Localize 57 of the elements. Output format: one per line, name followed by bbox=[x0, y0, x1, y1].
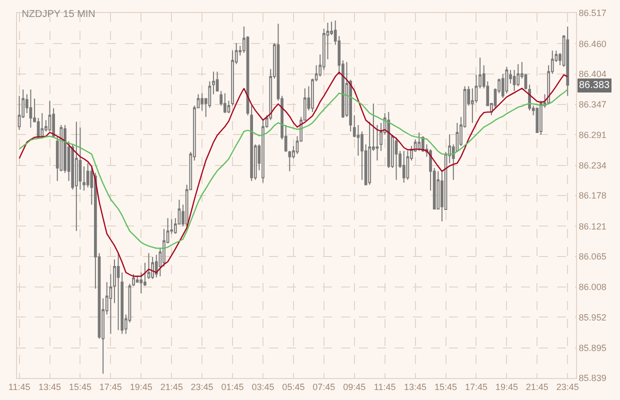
y-tick-label: 86.347 bbox=[578, 100, 606, 110]
x-tick-label: 11:45 bbox=[8, 382, 30, 392]
candlestick bbox=[212, 71, 215, 95]
candlestick bbox=[74, 121, 78, 232]
y-tick-label: 86.008 bbox=[578, 282, 606, 292]
chart-title: NZDJPY 15 MIN bbox=[22, 9, 96, 20]
candlestick bbox=[40, 112, 44, 138]
x-tick-label: 15:45 bbox=[434, 382, 458, 392]
y-tick-label: 86.404 bbox=[578, 68, 606, 79]
candlestick bbox=[132, 274, 135, 286]
x-tick-label: 03:45 bbox=[252, 382, 274, 392]
candlestick bbox=[147, 252, 150, 280]
candlestick bbox=[516, 64, 520, 87]
candlestick bbox=[406, 150, 410, 180]
candlestick bbox=[116, 252, 120, 331]
candlestick bbox=[216, 71, 219, 92]
x-tick-label: 23:45 bbox=[556, 382, 579, 392]
y-tick-label: 85.895 bbox=[578, 343, 606, 353]
line-series bbox=[18, 72, 568, 277]
y-tick-label: 86.517 bbox=[578, 8, 606, 18]
y-tick-label: 86.065 bbox=[578, 251, 606, 262]
x-tick-label: 05:45 bbox=[282, 382, 305, 392]
x-tick-label: 19:45 bbox=[495, 382, 518, 392]
x-tick-label: 11:45 bbox=[374, 382, 396, 392]
candlestick bbox=[394, 136, 398, 180]
y-tick-label: 86.460 bbox=[578, 38, 606, 49]
y-tick-label: 86.234 bbox=[578, 160, 606, 170]
y-tick-label: 85.952 bbox=[578, 312, 606, 322]
x-tick-label: 01:45 bbox=[221, 382, 244, 392]
candlestick bbox=[82, 166, 86, 192]
candlestick bbox=[387, 112, 390, 169]
candlestick bbox=[151, 256, 154, 280]
x-tick-label: 13:45 bbox=[404, 382, 427, 392]
y-tick-label: 86.178 bbox=[578, 190, 606, 201]
line-series bbox=[18, 88, 568, 249]
x-tick-label: 17:45 bbox=[464, 382, 488, 392]
annotation: 86.383 bbox=[579, 80, 610, 91]
candlestick bbox=[29, 88, 32, 128]
x-tick-label: 23:45 bbox=[190, 382, 214, 392]
y-tick-label: 86.121 bbox=[578, 221, 606, 232]
candlestick bbox=[262, 120, 264, 184]
x-tick-label: 13:45 bbox=[38, 382, 62, 392]
x-tick-label: 09:45 bbox=[343, 382, 366, 392]
candlestick bbox=[223, 92, 226, 114]
candlestick bbox=[402, 150, 406, 184]
candlestick bbox=[109, 274, 112, 334]
y-tick-label: 85.839 bbox=[578, 373, 606, 384]
candlestick bbox=[566, 26, 570, 96]
x-tick-label: 21:45 bbox=[160, 382, 183, 392]
x-tick-label: 15:45 bbox=[68, 382, 92, 392]
y-tick-label: 86.291 bbox=[578, 130, 606, 140]
x-tick-label: 21:45 bbox=[526, 382, 548, 392]
x-tick-label: 17:45 bbox=[99, 382, 122, 392]
candlestick bbox=[505, 66, 508, 94]
x-tick-label: 07:45 bbox=[312, 382, 336, 392]
candlestick bbox=[418, 132, 421, 152]
x-tick-label: 19:45 bbox=[130, 382, 152, 392]
